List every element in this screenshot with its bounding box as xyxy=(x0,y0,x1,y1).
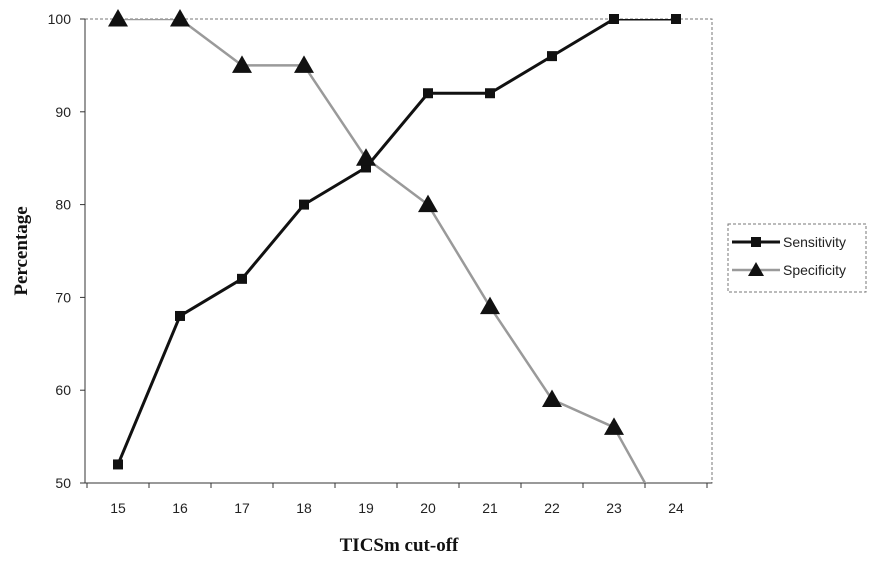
sensitivity-line xyxy=(116,19,676,466)
x-tick-label: 20 xyxy=(420,500,436,516)
specificity-point xyxy=(232,55,252,73)
sensitivity-point xyxy=(609,14,619,24)
x-tick-label: 23 xyxy=(606,500,622,516)
legend-box xyxy=(727,223,867,293)
x-axis-title: TICSm cut-off xyxy=(340,535,459,556)
sensitivity-point xyxy=(423,88,433,99)
legend: Sensitivity Specificity xyxy=(727,223,867,293)
x-axis-ticks: 15 16 17 18 19 20 21 22 23 24 xyxy=(86,483,708,516)
markers-layer xyxy=(108,9,681,470)
x-tick-label: 22 xyxy=(544,500,560,516)
legend-sensitivity-label: Sensitivity xyxy=(783,234,846,250)
x-tick-label: 16 xyxy=(172,500,188,516)
sensitivity-point xyxy=(547,51,557,62)
sensitivity-point xyxy=(671,14,681,24)
specificity-point xyxy=(604,417,624,435)
x-tick-label: 18 xyxy=(296,500,312,516)
plot-area xyxy=(84,18,713,484)
sensitivity-point xyxy=(485,88,495,99)
series-layer xyxy=(116,19,676,483)
y-tick-label: 80 xyxy=(55,197,71,213)
sensitivity-point xyxy=(113,459,123,470)
sensitivity-point xyxy=(175,310,185,321)
y-tick-label: 70 xyxy=(55,289,71,305)
x-tick-label: 21 xyxy=(482,500,498,516)
specificity-point xyxy=(170,9,190,27)
y-tick-label: 50 xyxy=(55,475,71,491)
legend-specificity-label: Specificity xyxy=(783,262,846,278)
specificity-point xyxy=(108,9,128,27)
y-tick-label: 60 xyxy=(55,382,71,398)
sensitivity-point xyxy=(237,273,247,284)
y-axis-title: Percentage xyxy=(11,206,32,295)
sensitivity-point xyxy=(361,162,371,173)
x-tick-label: 24 xyxy=(668,500,684,516)
x-tick-label: 17 xyxy=(234,500,250,516)
sensitivity-point xyxy=(299,199,309,210)
y-tick-label: 90 xyxy=(55,104,71,120)
y-tick-label: 100 xyxy=(48,11,72,27)
legend-specificity-marker xyxy=(748,262,764,276)
specificity-point xyxy=(418,194,438,213)
specificity-point xyxy=(294,55,314,73)
specificity-line xyxy=(118,19,647,483)
x-tick-label: 19 xyxy=(358,500,374,516)
specificity-point xyxy=(480,296,500,315)
legend-sensitivity-marker xyxy=(751,237,761,247)
specificity-point xyxy=(542,389,562,407)
specificity-point xyxy=(356,148,376,166)
y-axis-ticks: 100 90 80 70 60 50 xyxy=(48,11,85,491)
x-tick-label: 15 xyxy=(110,500,126,516)
